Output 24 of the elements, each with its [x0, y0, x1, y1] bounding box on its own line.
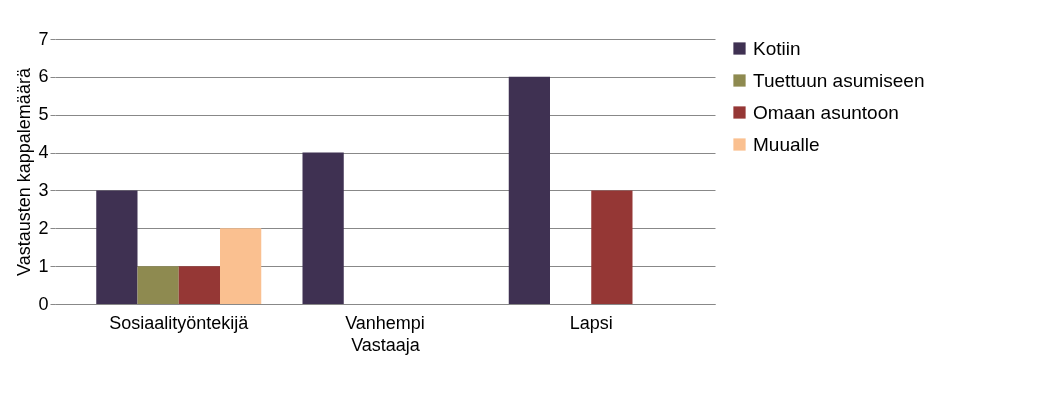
bar — [302, 152, 344, 304]
x-axis-title: Vastaaja — [351, 334, 421, 355]
bar — [137, 266, 179, 304]
y-tick-label: 4 — [38, 142, 49, 163]
legend-label: Kotiin — [753, 37, 801, 59]
y-tick-label: 5 — [38, 104, 49, 125]
x-tick-label: Vanhempi — [345, 312, 425, 333]
y-tick-label: 1 — [38, 255, 49, 276]
bar — [591, 190, 633, 304]
legend-label: Tuettuun asumiseen — [753, 69, 925, 91]
bar — [96, 190, 138, 304]
legend-label: Omaan asuntoon — [753, 101, 899, 123]
y-tick-label: 6 — [38, 66, 49, 87]
legend-label: Muualle — [753, 133, 820, 155]
y-tick-label: 0 — [38, 293, 49, 314]
y-tick-label: 2 — [38, 217, 49, 238]
bar — [220, 228, 262, 304]
y-tick-label: 3 — [38, 179, 49, 200]
bar — [508, 76, 550, 304]
x-tick-label: Sosiaalityöntekijä — [109, 312, 250, 333]
bar — [178, 266, 220, 304]
x-tick-label: Lapsi — [569, 312, 613, 333]
y-tick-label: 7 — [38, 28, 49, 49]
y-axis-title: Vastausten kappalemäärä — [14, 67, 35, 276]
